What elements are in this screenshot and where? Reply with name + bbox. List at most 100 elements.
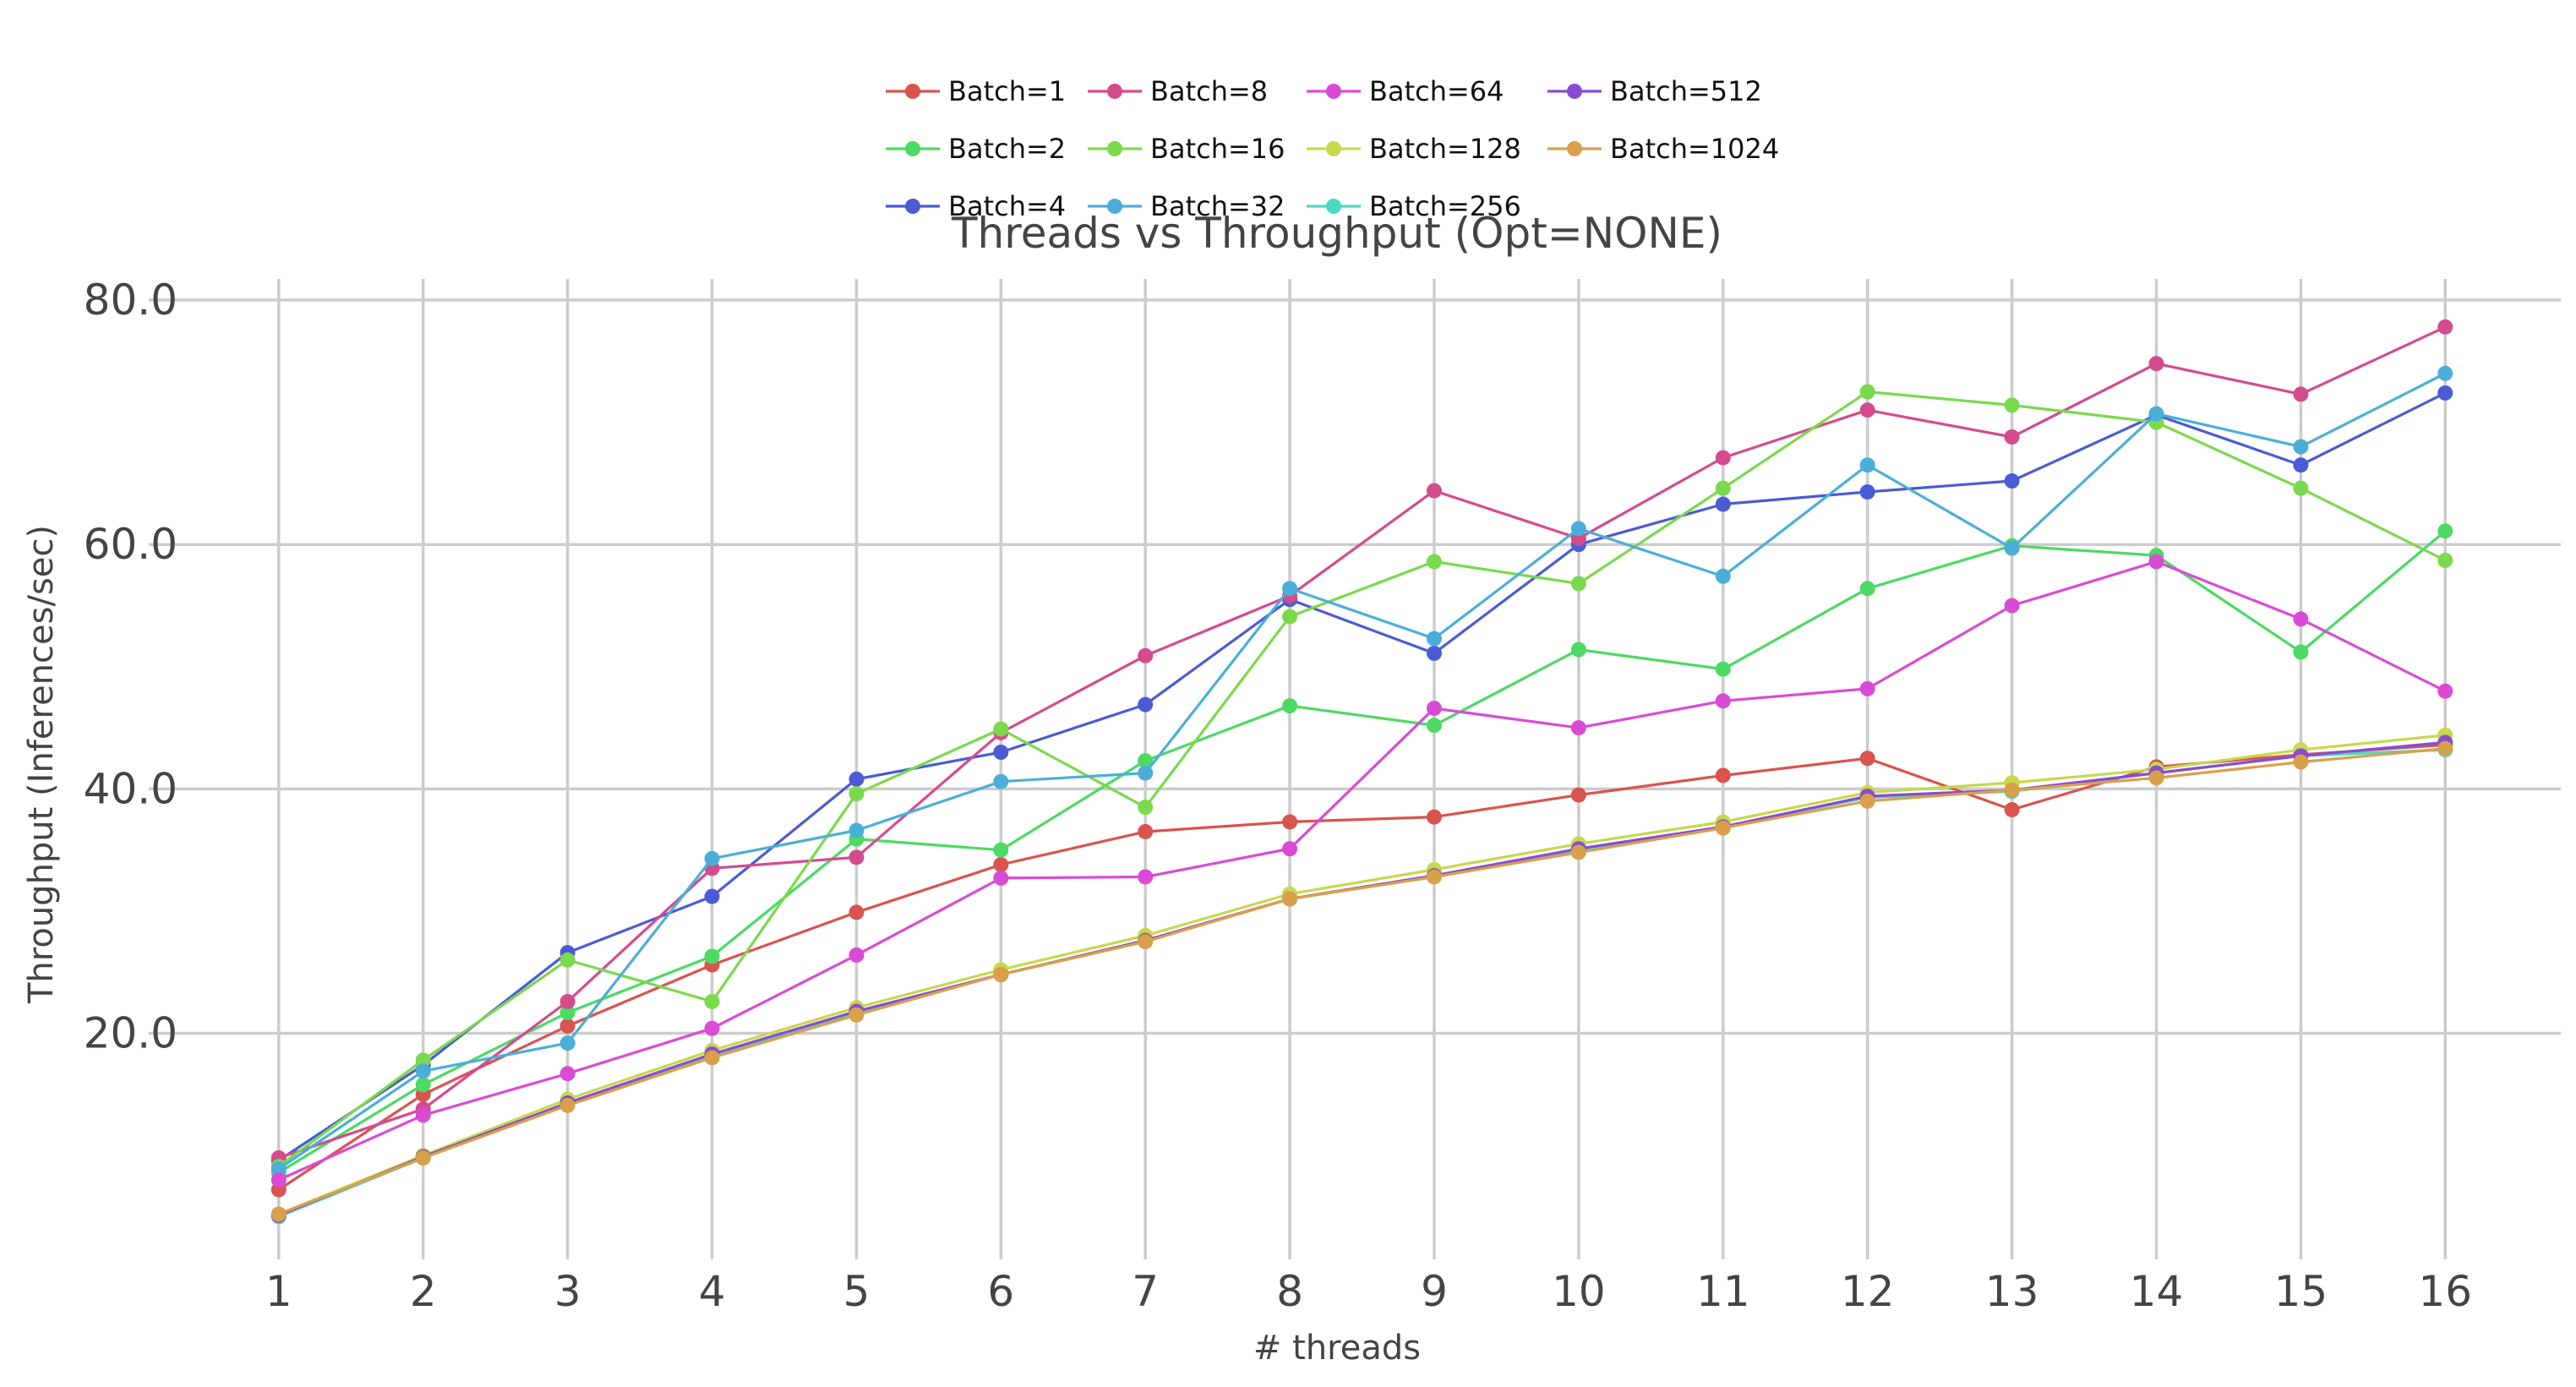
data-point bbox=[993, 721, 1009, 737]
data-point bbox=[559, 1018, 576, 1034]
data-point bbox=[415, 1063, 431, 1079]
data-point bbox=[270, 1161, 287, 1177]
legend-item: Batch=32 bbox=[1088, 190, 1285, 222]
x-tick-label: 4 bbox=[699, 1267, 726, 1316]
data-point bbox=[1570, 521, 1586, 537]
data-point bbox=[559, 1097, 576, 1113]
data-point bbox=[1426, 869, 1442, 885]
data-point bbox=[1859, 581, 1875, 597]
data-point bbox=[1426, 809, 1442, 825]
data-point bbox=[1715, 480, 1731, 496]
data-point bbox=[1426, 483, 1442, 499]
data-point bbox=[2148, 356, 2164, 372]
legend-label: Batch=512 bbox=[1610, 75, 1762, 107]
data-point bbox=[1859, 484, 1875, 500]
legend-marker bbox=[905, 84, 920, 99]
x-tick-label: 7 bbox=[1132, 1267, 1159, 1316]
data-point bbox=[1715, 693, 1731, 709]
data-point bbox=[1715, 820, 1731, 836]
data-point bbox=[2004, 397, 2020, 413]
data-point bbox=[993, 842, 1009, 858]
data-point bbox=[1426, 554, 1442, 570]
data-point bbox=[2293, 754, 2309, 770]
series-line bbox=[278, 734, 2446, 1215]
data-point bbox=[1282, 814, 1298, 830]
data-point bbox=[1859, 680, 1875, 696]
y-axis-label: Throughput (Inferences/sec) bbox=[22, 525, 61, 1004]
data-point bbox=[2293, 439, 2309, 455]
series-group bbox=[270, 742, 2453, 1225]
x-tick-label: 16 bbox=[2418, 1267, 2472, 1316]
legend-marker bbox=[1107, 141, 1122, 156]
data-point bbox=[1570, 720, 1586, 736]
data-point bbox=[415, 1052, 431, 1068]
y-tick-label: 40.0 bbox=[84, 764, 177, 813]
data-point bbox=[704, 1020, 720, 1036]
data-point bbox=[849, 786, 865, 802]
series-line bbox=[278, 325, 2446, 1160]
x-tick-label: 10 bbox=[1552, 1267, 1606, 1316]
data-point bbox=[2148, 554, 2164, 570]
data-point bbox=[559, 1035, 576, 1051]
legend-item: Batch=8 bbox=[1088, 75, 1268, 107]
data-point bbox=[1282, 841, 1298, 857]
data-point bbox=[1138, 934, 1154, 950]
data-point bbox=[2004, 598, 2020, 614]
legend-item: Batch=1 bbox=[886, 75, 1066, 107]
chart-title: Threads vs Throughput (Opt=NONE) bbox=[951, 209, 1722, 258]
data-point bbox=[559, 952, 576, 968]
data-point bbox=[415, 1077, 431, 1093]
x-tick-label: 15 bbox=[2274, 1267, 2328, 1316]
data-point bbox=[2004, 801, 2020, 817]
data-point bbox=[1138, 753, 1154, 769]
y-tick-label: 20.0 bbox=[84, 1009, 177, 1058]
data-point bbox=[849, 904, 865, 920]
legend-marker bbox=[905, 199, 920, 214]
data-point bbox=[2004, 429, 2020, 445]
series-line bbox=[278, 747, 2446, 1215]
legend-item: Batch=256 bbox=[1307, 190, 1521, 222]
legend-label: Batch=32 bbox=[1150, 190, 1285, 222]
data-point bbox=[1715, 568, 1731, 584]
legend-label: Batch=16 bbox=[1150, 133, 1285, 165]
data-point bbox=[993, 745, 1009, 760]
x-tick-label: 8 bbox=[1276, 1267, 1303, 1316]
series-line bbox=[277, 743, 2446, 1191]
legend-item: Batch=64 bbox=[1307, 75, 1504, 107]
data-point bbox=[1282, 891, 1298, 907]
data-point bbox=[849, 822, 865, 838]
data-point bbox=[2004, 473, 2020, 489]
legend-marker bbox=[1567, 141, 1582, 156]
legend-label: Batch=256 bbox=[1369, 190, 1521, 222]
data-point bbox=[2437, 683, 2453, 699]
legend-item: Batch=4 bbox=[886, 190, 1066, 222]
x-tick-label: 1 bbox=[265, 1267, 292, 1316]
x-tick-label: 5 bbox=[843, 1267, 870, 1316]
data-point bbox=[1859, 402, 1875, 418]
series-line bbox=[277, 530, 2447, 1174]
legend-item: Batch=16 bbox=[1088, 133, 1285, 165]
data-point bbox=[1138, 765, 1154, 781]
data-point bbox=[993, 870, 1009, 886]
data-point bbox=[704, 888, 720, 904]
data-point bbox=[1426, 645, 1442, 661]
data-point bbox=[2004, 782, 2020, 798]
legend-item: Batch=128 bbox=[1307, 133, 1521, 165]
data-point bbox=[2004, 540, 2020, 556]
data-point bbox=[2437, 319, 2453, 335]
series-group bbox=[270, 740, 2453, 1222]
data-point bbox=[2293, 386, 2309, 402]
data-point bbox=[1570, 642, 1586, 658]
series-group bbox=[270, 554, 2453, 1188]
series-group bbox=[270, 734, 2453, 1223]
data-point bbox=[559, 993, 576, 1009]
data-point bbox=[1570, 787, 1586, 803]
x-tick-label: 12 bbox=[1841, 1267, 1895, 1316]
series-line bbox=[277, 390, 2447, 1168]
x-tick-label: 3 bbox=[554, 1267, 581, 1316]
data-point bbox=[270, 1172, 287, 1188]
legend-marker bbox=[905, 141, 920, 156]
data-point bbox=[1715, 661, 1731, 677]
legend-label: Batch=64 bbox=[1369, 75, 1504, 107]
